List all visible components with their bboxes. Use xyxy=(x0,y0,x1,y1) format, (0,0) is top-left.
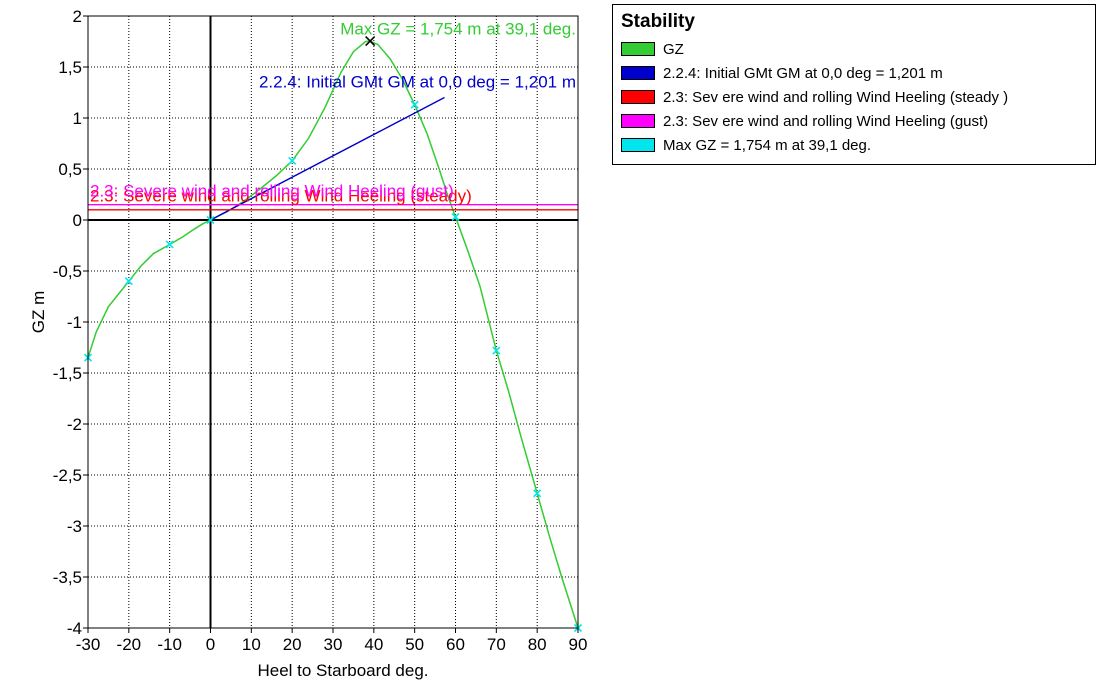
annotation-max-gz: Max GZ = 1,754 m at 39,1 deg. xyxy=(340,19,576,38)
legend-label-wind-gust: 2.3: Sev ere wind and rolling Wind Heeli… xyxy=(663,112,989,130)
legend-item-gz: GZ xyxy=(621,39,684,59)
y-tick-label: -0,5 xyxy=(53,262,82,281)
station-marker-stroke xyxy=(533,489,542,498)
y-tick-label: 1,5 xyxy=(58,58,82,77)
y-tick-label: -4 xyxy=(67,619,82,638)
x-tick-label: 0 xyxy=(206,635,215,654)
x-tick-label: 90 xyxy=(569,635,588,654)
y-tick-label: 2 xyxy=(73,7,82,26)
legend-title: Stability xyxy=(621,11,695,32)
station-marker xyxy=(451,212,460,222)
legend-item-max-gz: Max GZ = 1,754 m at 39,1 deg. xyxy=(621,135,871,155)
x-tick-label: 20 xyxy=(283,635,302,654)
station-marker-stroke xyxy=(165,240,174,249)
y-axis-title: GZ m xyxy=(29,291,48,334)
x-axis-title: Heel to Starboard deg. xyxy=(257,661,428,680)
legend-item-wind-steady: 2.3: Sev ere wind and rolling Wind Heeli… xyxy=(621,87,1008,107)
grid xyxy=(87,15,579,629)
y-tick-label: 1 xyxy=(73,109,82,128)
markers-layer xyxy=(83,36,583,633)
x-tick-label: 70 xyxy=(487,635,506,654)
gz-line xyxy=(87,40,579,629)
y-tick-label: -1 xyxy=(67,313,82,332)
legend-item-wind-gust: 2.3: Sev ere wind and rolling Wind Heeli… xyxy=(621,111,988,131)
max-gz-marker xyxy=(365,36,376,47)
legend-label-wind-steady: 2.3: Sev ere wind and rolling Wind Heeli… xyxy=(663,88,1009,106)
station-marker xyxy=(165,240,174,249)
series-layer xyxy=(87,40,579,629)
station-marker xyxy=(124,277,133,286)
legend-swatch-max-gz xyxy=(621,138,655,152)
legend-swatch-initial-gm xyxy=(621,66,655,80)
x-tick-label: 60 xyxy=(446,635,465,654)
station-marker xyxy=(533,489,542,498)
y-tick-label: -3 xyxy=(67,517,82,536)
x-tick-label: -30 xyxy=(76,635,101,654)
ticks-layer: -30 -20 -10 0 10 20 30 40 50 60 70 80 90 2 1,5 1 0,5 0 -0,… xyxy=(53,7,588,654)
station-marker-stroke xyxy=(124,277,133,286)
legend-swatch-wind-gust xyxy=(621,114,655,128)
x-tick-label: 50 xyxy=(405,635,424,654)
x-tick-label: -10 xyxy=(157,635,182,654)
x-tick-label: 80 xyxy=(528,635,547,654)
y-tick-label: -3,5 xyxy=(53,568,82,587)
annotation-initial-gm: 2.2.4: Initial GMt GM at 0,0 deg = 1,201… xyxy=(259,72,576,91)
x-tick-label: 40 xyxy=(364,635,383,654)
y-tick-label: -2,5 xyxy=(53,466,82,485)
x-tick-label: 30 xyxy=(324,635,343,654)
legend: Stability GZ 2.2.4: Initial GMt GM at 0,… xyxy=(612,4,1096,165)
annotation-wind-steady: 2.3: Severe wind and rolling Wind Heelin… xyxy=(90,187,472,206)
station-marker xyxy=(288,156,297,165)
legend-swatch-gz xyxy=(621,42,655,56)
station-marker xyxy=(492,346,501,355)
y-tick-label: -1,5 xyxy=(53,364,82,383)
annotation-wind-gust: 2.3: Severe wind and rolling Wind Heelin… xyxy=(90,182,454,201)
x-tick-label: -20 xyxy=(117,635,142,654)
legend-label-gz: GZ xyxy=(663,40,684,58)
legend-label-initial-gm: 2.2.4: Initial GMt GM at 0,0 deg = 1,201… xyxy=(663,64,943,82)
x-tick-label: 10 xyxy=(242,635,261,654)
y-tick-label: 0 xyxy=(73,211,82,230)
station-marker xyxy=(206,215,215,225)
station-marker-stroke xyxy=(492,346,501,355)
station-marker-stroke xyxy=(451,212,460,222)
station-marker-stroke xyxy=(410,100,419,109)
annotations-layer: Max GZ = 1,754 m at 39,1 deg. 2.2.4: Init… xyxy=(90,19,576,205)
station-marker xyxy=(410,100,419,109)
initial-gm-line xyxy=(210,96,445,221)
max-gz-marker-stroke xyxy=(365,36,376,47)
zero-lines xyxy=(88,16,578,628)
station-marker-stroke xyxy=(206,215,215,225)
station-marker-stroke xyxy=(288,156,297,165)
legend-swatch-wind-steady xyxy=(621,90,655,104)
legend-item-initial-gm: 2.2.4: Initial GMt GM at 0,0 deg = 1,201… xyxy=(621,63,943,83)
y-tick-label: -2 xyxy=(67,415,82,434)
legend-label-max-gz: Max GZ = 1,754 m at 39,1 deg. xyxy=(663,136,872,154)
y-tick-label: 0,5 xyxy=(58,160,82,179)
